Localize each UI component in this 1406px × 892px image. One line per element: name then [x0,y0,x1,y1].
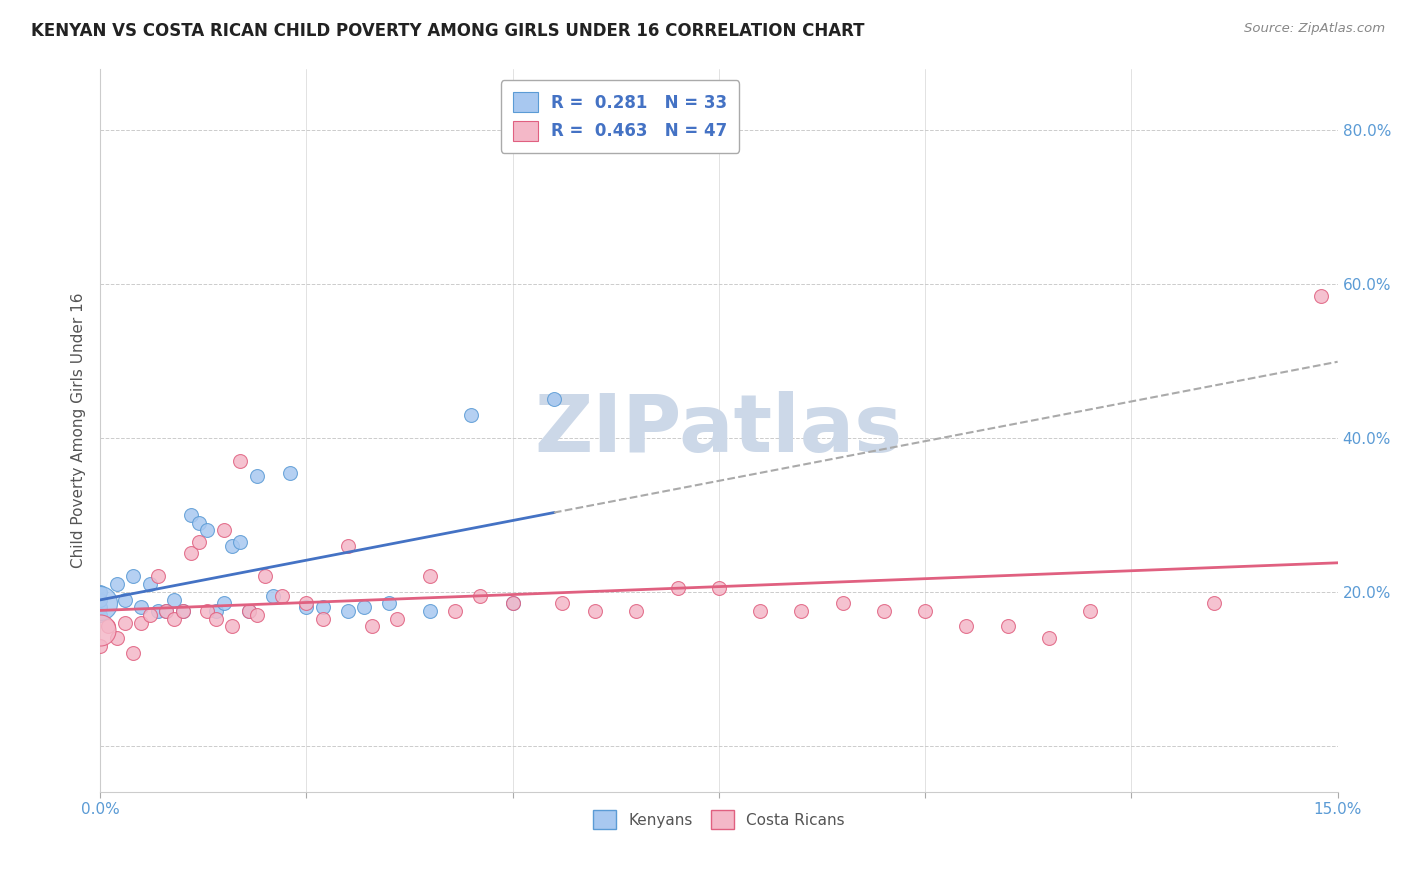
Point [131,600,153,615]
Point [270,589,292,603]
Point [460,408,482,422]
Point [97,619,120,633]
Point [378,596,401,610]
Point [114,615,136,630]
Point [254,569,277,583]
Point [385,612,408,626]
Point [188,516,211,530]
Point [89,592,111,607]
Point [997,619,1019,633]
Point [138,577,160,591]
Point [790,604,813,618]
Point [138,607,160,622]
Text: ZIPatlas: ZIPatlas [534,392,903,469]
Point [1078,604,1101,618]
Point [122,647,145,661]
Point [89,624,111,638]
Point [131,615,153,630]
Text: KENYAN VS COSTA RICAN CHILD POVERTY AMONG GIRLS UNDER 16 CORRELATION CHART: KENYAN VS COSTA RICAN CHILD POVERTY AMON… [31,22,865,40]
Point [707,581,730,595]
Point [212,523,235,537]
Point [89,596,111,610]
Point [1310,288,1333,302]
Point [419,569,441,583]
Point [278,466,301,480]
Point [1038,631,1060,645]
Point [336,604,359,618]
Point [749,604,772,618]
Point [444,604,467,618]
Point [212,596,235,610]
Point [204,604,226,618]
Point [89,600,111,615]
Point [105,631,128,645]
Point [155,604,177,618]
Point [105,577,128,591]
Point [336,539,359,553]
Point [172,604,194,618]
Point [89,639,111,653]
Point [238,604,260,618]
Point [312,612,335,626]
Point [246,607,269,622]
Point [583,604,606,618]
Point [626,604,648,618]
Point [229,454,252,468]
Point [146,569,169,583]
Legend: Kenyans, Costa Ricans: Kenyans, Costa Ricans [586,804,851,835]
Point [1202,596,1225,610]
Y-axis label: Child Poverty Among Girls Under 16: Child Poverty Among Girls Under 16 [72,293,86,568]
Point [188,534,211,549]
Point [163,592,186,607]
Point [502,596,524,610]
Point [180,508,202,522]
Point [419,604,441,618]
Point [195,523,218,537]
Point [831,596,853,610]
Point [146,604,169,618]
Point [295,600,318,615]
Point [353,600,375,615]
Point [361,619,384,633]
Point [221,539,243,553]
Point [204,612,226,626]
Point [89,585,111,599]
Point [914,604,936,618]
Point [238,604,260,618]
Point [295,596,318,610]
Point [551,596,574,610]
Point [468,589,491,603]
Point [873,604,896,618]
Point [666,581,689,595]
Point [195,604,218,618]
Point [312,600,335,615]
Point [89,607,111,622]
Point [114,592,136,607]
Point [221,619,243,633]
Point [155,604,177,618]
Point [262,589,284,603]
Point [163,612,186,626]
Point [502,596,524,610]
Point [246,469,269,483]
Point [543,392,565,407]
Point [229,534,252,549]
Point [180,546,202,560]
Point [172,604,194,618]
Text: Source: ZipAtlas.com: Source: ZipAtlas.com [1244,22,1385,36]
Point [955,619,977,633]
Point [122,569,145,583]
